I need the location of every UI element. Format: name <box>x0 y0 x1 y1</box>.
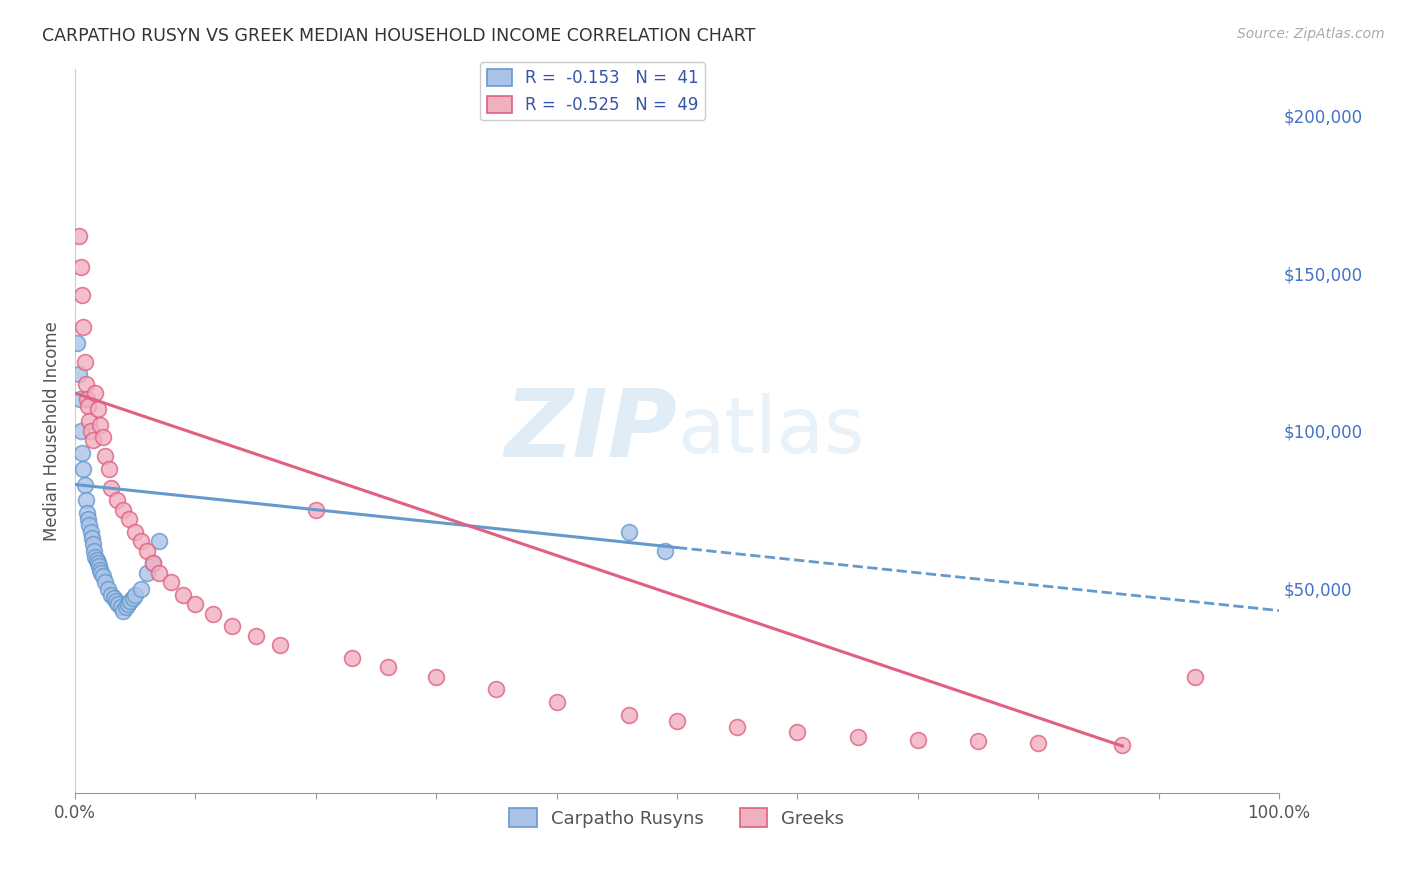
Point <box>142 556 165 570</box>
Point <box>83 543 105 558</box>
Point <box>786 725 808 739</box>
Point <box>91 569 114 583</box>
Point <box>90 566 112 580</box>
Point <box>967 734 990 748</box>
Point <box>84 386 107 401</box>
Point <box>142 556 165 570</box>
Point <box>340 650 363 665</box>
Point <box>67 228 90 243</box>
Point <box>94 449 117 463</box>
Point <box>118 512 141 526</box>
Point <box>89 417 111 432</box>
Point <box>97 462 120 476</box>
Point <box>377 660 399 674</box>
Legend: Carpatho Rusyns, Greeks: Carpatho Rusyns, Greeks <box>502 801 852 835</box>
Point <box>72 462 94 476</box>
Point <box>79 518 101 533</box>
Point <box>79 524 101 539</box>
Point <box>129 582 152 596</box>
Point <box>184 597 207 611</box>
Point <box>117 597 139 611</box>
Point <box>221 619 243 633</box>
Point <box>87 559 110 574</box>
Point <box>907 732 929 747</box>
Point <box>124 588 146 602</box>
Point <box>100 481 122 495</box>
Point <box>202 607 225 621</box>
Point <box>617 707 640 722</box>
Point <box>79 424 101 438</box>
Point <box>617 524 640 539</box>
Point <box>124 524 146 539</box>
Point <box>96 582 118 596</box>
Point <box>82 537 104 551</box>
Point <box>84 549 107 564</box>
Point <box>665 714 688 728</box>
Point <box>77 399 100 413</box>
Point <box>66 335 89 350</box>
Point <box>546 695 568 709</box>
Point <box>129 534 152 549</box>
Point <box>120 594 142 608</box>
Point <box>105 493 128 508</box>
Point <box>73 354 96 368</box>
Point <box>160 575 183 590</box>
Point <box>75 493 97 508</box>
Point <box>70 260 93 274</box>
Point <box>112 502 135 516</box>
Point <box>87 556 110 570</box>
Point <box>107 597 129 611</box>
Point <box>70 288 93 302</box>
Point <box>73 477 96 491</box>
Text: CARPATHO RUSYN VS GREEK MEDIAN HOUSEHOLD INCOME CORRELATION CHART: CARPATHO RUSYN VS GREEK MEDIAN HOUSEHOLD… <box>42 27 755 45</box>
Point <box>725 720 748 734</box>
Point <box>136 543 159 558</box>
Point <box>100 588 122 602</box>
Point <box>654 543 676 558</box>
Point <box>67 368 90 382</box>
Point <box>82 434 104 448</box>
Point <box>245 629 267 643</box>
Point <box>80 531 103 545</box>
Point <box>148 534 170 549</box>
Point <box>269 638 291 652</box>
Point <box>70 446 93 460</box>
Point <box>110 600 132 615</box>
Point <box>425 670 447 684</box>
Point <box>305 502 328 516</box>
Point <box>89 563 111 577</box>
Point <box>1184 670 1206 684</box>
Text: ZIP: ZIP <box>505 385 676 477</box>
Point <box>69 392 91 407</box>
Point <box>104 594 127 608</box>
Point <box>112 603 135 617</box>
Point <box>114 600 136 615</box>
Point <box>846 730 869 744</box>
Point <box>79 415 101 429</box>
Point <box>1026 736 1049 750</box>
Point <box>76 506 98 520</box>
Point <box>76 392 98 407</box>
Point <box>91 430 114 444</box>
Point <box>136 566 159 580</box>
Y-axis label: Median Household Income: Median Household Income <box>44 321 60 541</box>
Point <box>87 401 110 416</box>
Text: atlas: atlas <box>676 393 865 469</box>
Point <box>75 376 97 391</box>
Point <box>103 591 125 605</box>
Point <box>70 424 93 438</box>
Point <box>172 588 194 602</box>
Point <box>72 320 94 334</box>
Point <box>86 553 108 567</box>
Point <box>1111 738 1133 752</box>
Point <box>77 512 100 526</box>
Point <box>148 566 170 580</box>
Point <box>121 591 143 605</box>
Point <box>485 682 508 697</box>
Text: Source: ZipAtlas.com: Source: ZipAtlas.com <box>1237 27 1385 41</box>
Point <box>94 575 117 590</box>
